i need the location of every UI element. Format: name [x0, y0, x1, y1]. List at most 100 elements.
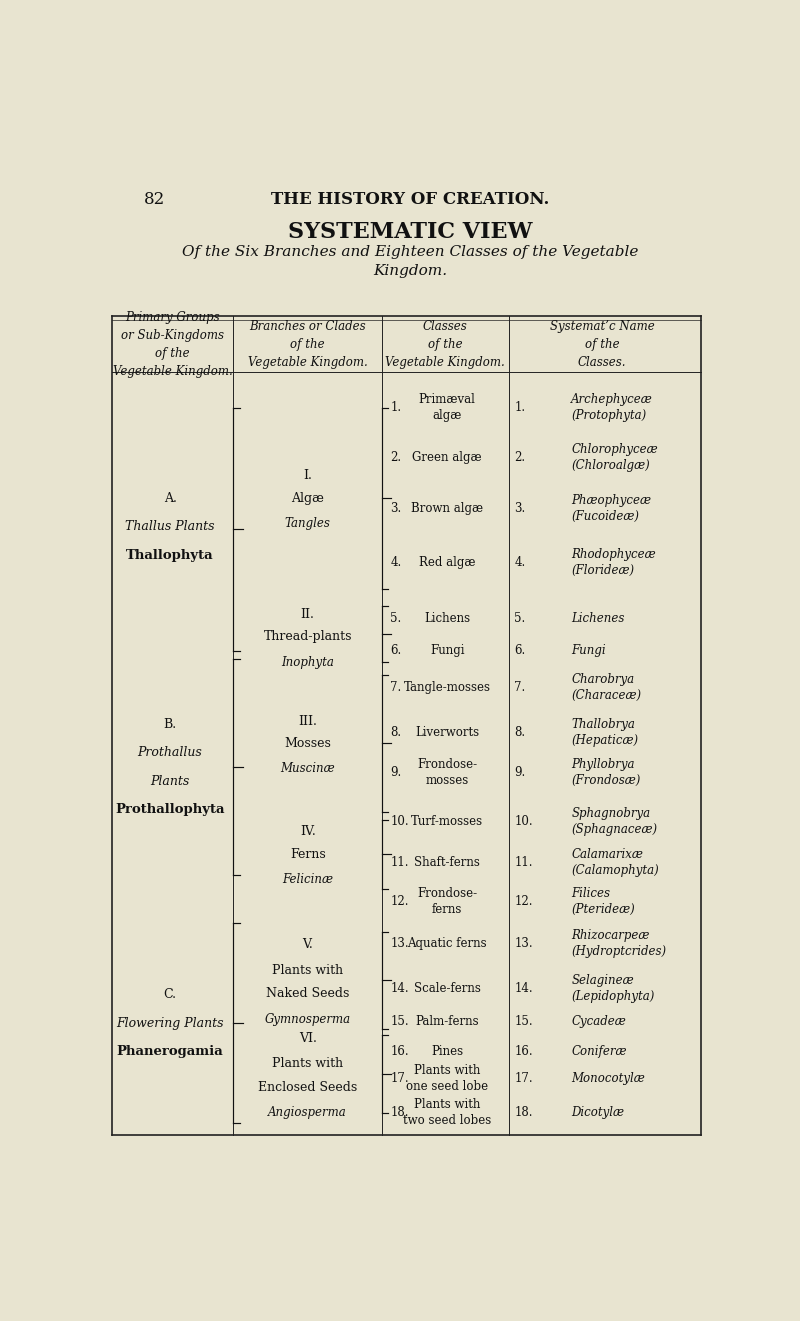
Text: Mosses: Mosses — [284, 737, 331, 750]
Text: Dicotylæ: Dicotylæ — [571, 1106, 624, 1119]
Text: 12.: 12. — [514, 894, 533, 908]
Text: Calamarixæ
(Calamophyta): Calamarixæ (Calamophyta) — [571, 848, 659, 877]
Text: Gymnosperma: Gymnosperma — [265, 1012, 350, 1025]
Text: Lichenes: Lichenes — [571, 612, 625, 625]
Text: 7.: 7. — [390, 680, 402, 694]
Text: Aquatic ferns: Aquatic ferns — [407, 938, 487, 950]
Text: 1.: 1. — [390, 402, 402, 415]
Text: Chlorophyceæ
(Chloroalgæ): Chlorophyceæ (Chloroalgæ) — [571, 443, 658, 472]
Text: III.: III. — [298, 715, 317, 728]
Text: Rhodophyceæ
(Florideæ): Rhodophyceæ (Florideæ) — [571, 548, 656, 577]
Text: Flowering Plants: Flowering Plants — [116, 1017, 224, 1029]
Text: Thread-plants: Thread-plants — [263, 630, 352, 643]
Text: Archephyceæ
(Protophyta): Archephyceæ (Protophyta) — [571, 394, 653, 423]
Text: Naked Seeds: Naked Seeds — [266, 987, 350, 1000]
Text: 11.: 11. — [390, 856, 409, 869]
Text: 17.: 17. — [390, 1071, 409, 1085]
Text: Cycadeæ: Cycadeæ — [571, 1015, 626, 1028]
Text: Monocotylæ: Monocotylæ — [571, 1071, 645, 1085]
Text: 1.: 1. — [514, 402, 526, 415]
Text: Prothallus: Prothallus — [138, 746, 202, 760]
Text: SYSTEMATIC VIEW: SYSTEMATIC VIEW — [288, 221, 532, 243]
Text: Frondose-
mosses: Frondose- mosses — [417, 758, 478, 787]
Text: Plants: Plants — [150, 774, 190, 787]
Text: 6.: 6. — [390, 645, 402, 658]
Text: 18.: 18. — [514, 1106, 533, 1119]
Text: Primary Groups
or Sub-Kingdoms
of the
Vegetable Kingdom.: Primary Groups or Sub-Kingdoms of the Ve… — [113, 310, 233, 378]
Text: 10.: 10. — [514, 815, 533, 828]
Text: Rhizocarpeæ
(Hydroptcrides): Rhizocarpeæ (Hydroptcrides) — [571, 929, 666, 958]
Text: 10.: 10. — [390, 815, 409, 828]
Text: 13.: 13. — [390, 938, 409, 950]
Text: Charobrya
(Characeæ): Charobrya (Characeæ) — [571, 672, 642, 701]
Text: Plants with: Plants with — [272, 1057, 343, 1070]
Text: Algæ: Algæ — [291, 491, 324, 505]
Text: Phyllobrya
(Frondosæ): Phyllobrya (Frondosæ) — [571, 758, 641, 787]
Text: 5.: 5. — [390, 612, 402, 625]
Text: 5.: 5. — [514, 612, 526, 625]
Text: 4.: 4. — [514, 556, 526, 569]
Text: Sphagnobrya
(Sphagnaceæ): Sphagnobrya (Sphagnaceæ) — [571, 807, 658, 836]
Text: Scale-ferns: Scale-ferns — [414, 982, 481, 995]
Text: I.: I. — [303, 469, 312, 482]
Text: Ferns: Ferns — [290, 848, 326, 861]
Text: Pines: Pines — [431, 1045, 463, 1058]
Text: 14.: 14. — [390, 982, 409, 995]
Text: Systemat’c Name
of the
Classes.: Systemat’c Name of the Classes. — [550, 320, 654, 369]
Text: Green algæ: Green algæ — [412, 450, 482, 464]
Text: 2.: 2. — [390, 450, 402, 464]
Text: B.: B. — [163, 717, 177, 731]
Text: Tangles: Tangles — [285, 518, 330, 530]
Text: Lichens: Lichens — [424, 612, 470, 625]
Text: Plants with: Plants with — [272, 964, 343, 976]
Text: Branches or Clades
of the
Vegetable Kingdom.: Branches or Clades of the Vegetable King… — [248, 320, 367, 369]
Text: Prothallophyta: Prothallophyta — [115, 803, 225, 816]
Text: Shaft-ferns: Shaft-ferns — [414, 856, 480, 869]
Text: 9.: 9. — [514, 766, 526, 779]
Text: 2.: 2. — [514, 450, 526, 464]
Text: Muscinæ: Muscinæ — [280, 762, 335, 775]
Text: Enclosed Seeds: Enclosed Seeds — [258, 1081, 358, 1094]
Text: Plants with
one seed lobe: Plants with one seed lobe — [406, 1063, 488, 1092]
Text: Palm-ferns: Palm-ferns — [415, 1015, 479, 1028]
Text: Fungi: Fungi — [430, 645, 465, 658]
Text: Of the Six Branches and Eighteen Classes of the Vegetable
Kingdom.: Of the Six Branches and Eighteen Classes… — [182, 244, 638, 277]
Text: Liverworts: Liverworts — [415, 725, 479, 738]
Text: 15.: 15. — [514, 1015, 533, 1028]
Text: Red algæ: Red algæ — [419, 556, 475, 569]
Text: 9.: 9. — [390, 766, 402, 779]
Text: Selagineæ
(Lepidophyta): Selagineæ (Lepidophyta) — [571, 974, 654, 1003]
Text: Thallus Plants: Thallus Plants — [126, 520, 215, 534]
Text: 15.: 15. — [390, 1015, 409, 1028]
Text: 7.: 7. — [514, 680, 526, 694]
Text: Frondose-
ferns: Frondose- ferns — [417, 886, 478, 915]
Text: Fungi: Fungi — [571, 645, 606, 658]
Text: Classes
of the
Vegetable Kingdom.: Classes of the Vegetable Kingdom. — [386, 320, 506, 369]
Text: Turf-mosses: Turf-mosses — [411, 815, 483, 828]
Text: THE HISTORY OF CREATION.: THE HISTORY OF CREATION. — [271, 190, 549, 207]
Text: Plants with
two seed lobes: Plants with two seed lobes — [403, 1098, 491, 1127]
Text: Primæval
algæ: Primæval algæ — [418, 394, 476, 423]
Text: 8.: 8. — [390, 725, 402, 738]
Text: Angiosperma: Angiosperma — [268, 1106, 347, 1119]
Text: Thallobrya
(Hepaticæ): Thallobrya (Hepaticæ) — [571, 717, 638, 746]
Text: A.: A. — [164, 491, 177, 505]
Text: Thallophyta: Thallophyta — [126, 548, 214, 561]
Text: Coniferæ: Coniferæ — [571, 1045, 626, 1058]
Text: 82: 82 — [143, 190, 165, 207]
Text: 16.: 16. — [514, 1045, 533, 1058]
Text: VI.: VI. — [298, 1032, 317, 1045]
Text: 17.: 17. — [514, 1071, 533, 1085]
Text: IV.: IV. — [300, 826, 315, 839]
Text: 3.: 3. — [514, 502, 526, 515]
Text: 13.: 13. — [514, 938, 533, 950]
Text: 14.: 14. — [514, 982, 533, 995]
Text: Inophyta: Inophyta — [282, 655, 334, 668]
Text: 4.: 4. — [390, 556, 402, 569]
Text: Felicinæ: Felicinæ — [282, 873, 334, 886]
Text: 3.: 3. — [390, 502, 402, 515]
Text: Phanerogamia: Phanerogamia — [117, 1045, 223, 1058]
Text: II.: II. — [301, 608, 314, 621]
Text: 6.: 6. — [514, 645, 526, 658]
Text: 18.: 18. — [390, 1106, 409, 1119]
